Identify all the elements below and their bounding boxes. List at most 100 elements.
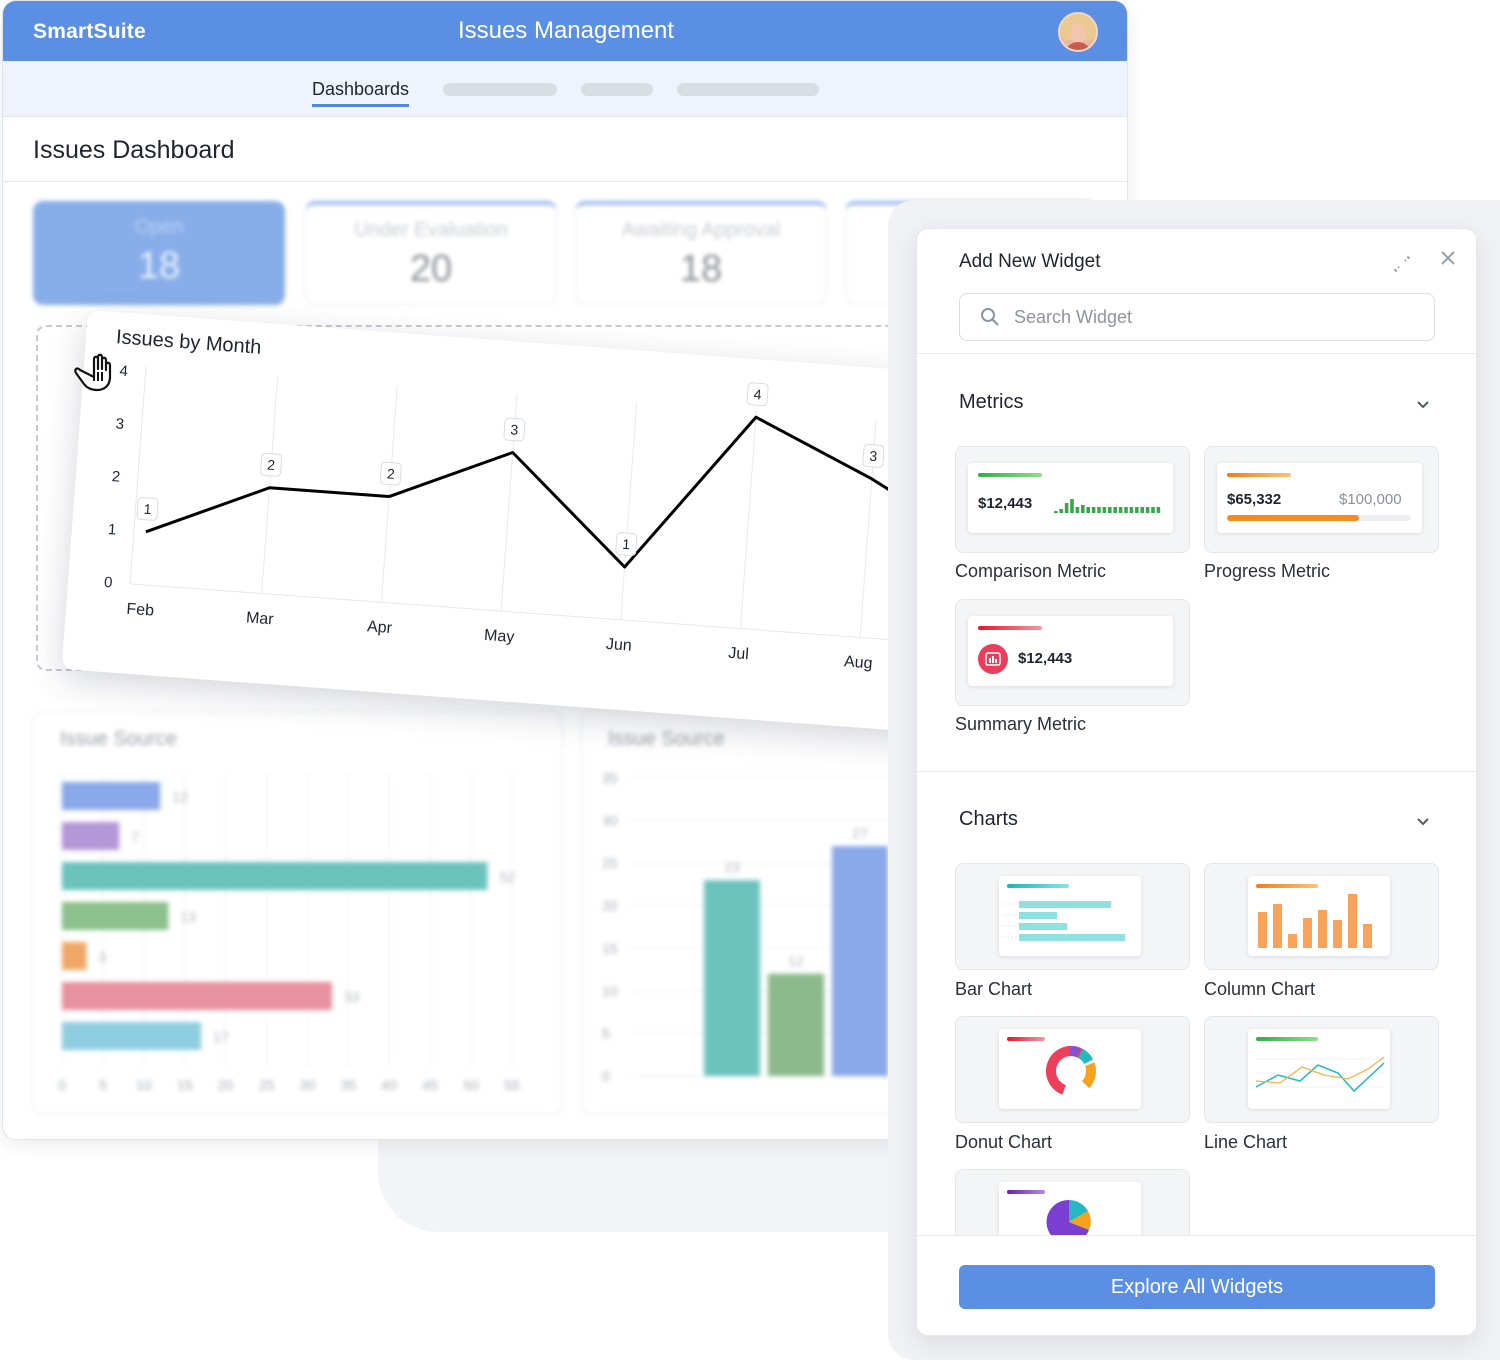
widget-tile-summary-metric[interactable]: $12,443 xyxy=(955,599,1190,706)
x-tick-label: 35 xyxy=(341,1077,357,1093)
widget-preview xyxy=(1248,1029,1390,1109)
sparkline-bar xyxy=(1081,505,1085,513)
hand-drag-icon xyxy=(70,348,118,401)
pie-chart-thumbnail xyxy=(1046,1199,1091,1244)
stat-card-awaiting-approval[interactable]: Awaiting Approval 18 xyxy=(575,201,827,305)
grid-line xyxy=(739,411,757,629)
data-label: 3 xyxy=(862,443,885,468)
user-avatar[interactable] xyxy=(1058,12,1098,52)
tab-placeholder[interactable] xyxy=(677,83,819,96)
bar xyxy=(62,822,120,850)
widget-preview: $65,332 $100,000 xyxy=(1217,463,1422,533)
data-label: 23 xyxy=(724,859,740,875)
x-tick-label: 10 xyxy=(136,1077,152,1093)
x-axis xyxy=(130,583,966,646)
data-label: 33 xyxy=(344,989,360,1005)
section-title-charts[interactable]: Charts xyxy=(959,808,1018,830)
x-tick-label: 50 xyxy=(463,1077,479,1093)
y-tick-label: 3 xyxy=(115,415,125,433)
y-tick-label: 20 xyxy=(602,898,618,914)
app-title: Issues Management xyxy=(457,17,675,44)
data-label: 3 xyxy=(503,417,526,442)
sub-navigation: Dashboards xyxy=(3,61,1127,117)
issue-source-bar-widget[interactable]: Issue Source 0 5 10 15 20 25 30 35 40 45 50 55 12 7 52… xyxy=(33,711,563,1115)
widget-label: Line Chart xyxy=(1204,1132,1288,1152)
sparkline-bar xyxy=(1113,507,1117,513)
data-label: 27 xyxy=(852,825,868,841)
widget-tile-comparison-metric[interactable]: $12,443 xyxy=(955,446,1190,553)
widget-preview xyxy=(1248,876,1390,956)
y-tick-label: 10 xyxy=(602,983,618,999)
grid-line xyxy=(261,376,279,594)
widget-preview xyxy=(999,1029,1141,1109)
stat-card-open[interactable]: Open 18 xyxy=(33,201,285,305)
data-label-text: 4 xyxy=(753,386,762,403)
data-label: 13 xyxy=(180,909,196,925)
data-label-box xyxy=(260,452,283,477)
top-bar: SmartSuite Issues Management xyxy=(3,1,1127,61)
x-tick-label: Apr xyxy=(366,618,393,637)
widget-preview: $12,443 xyxy=(968,463,1173,533)
bar xyxy=(62,942,87,970)
y-tick-label: 4 xyxy=(119,363,129,381)
widget-tile-column-chart[interactable] xyxy=(1204,863,1439,970)
expand-icon[interactable] xyxy=(1391,253,1413,275)
search-widget-field[interactable] xyxy=(959,293,1435,341)
sparkline-bar xyxy=(1151,507,1155,513)
chevron-down-icon[interactable] xyxy=(1415,397,1431,413)
data-label: 12 xyxy=(788,953,804,969)
metric-value: $12,443 xyxy=(978,495,1033,512)
y-tick-label: 1 xyxy=(107,521,117,539)
y-tick-label: 30 xyxy=(602,813,618,829)
widget-tile-bar-chart[interactable] xyxy=(955,863,1190,970)
sparkline-bar xyxy=(1086,507,1090,513)
explore-all-widgets-button[interactable]: Explore All Widgets xyxy=(959,1265,1435,1309)
tab-dashboards[interactable]: Dashboards xyxy=(312,79,410,107)
data-label-text: 2 xyxy=(386,465,395,482)
bar xyxy=(704,880,760,1076)
x-tick-label: May xyxy=(483,627,514,646)
grid-line xyxy=(620,402,638,620)
widget-label: Bar Chart xyxy=(955,979,1033,999)
y-tick-label: 35 xyxy=(602,770,618,786)
widget-title: Issue Source xyxy=(60,728,177,750)
sparkline-bar xyxy=(1102,507,1107,513)
bar xyxy=(62,902,169,930)
stat-value: 18 xyxy=(137,245,181,287)
data-label-text: 2 xyxy=(267,457,276,474)
progress-track xyxy=(1227,515,1411,521)
chevron-down-icon[interactable] xyxy=(1415,814,1431,830)
stat-value: 18 xyxy=(679,248,723,290)
widget-preview xyxy=(999,876,1141,956)
sparkline-bar xyxy=(1064,503,1069,513)
sparkline-bar xyxy=(1140,507,1144,513)
close-icon[interactable] xyxy=(1437,249,1459,271)
stat-card-under-evaluation[interactable]: Under Evaluation 20 xyxy=(305,201,557,305)
data-label-text: 1 xyxy=(622,536,631,553)
widget-tile-line-chart[interactable] xyxy=(1204,1016,1439,1123)
tab-placeholder[interactable] xyxy=(443,83,557,96)
tab-placeholder[interactable] xyxy=(581,83,653,96)
brand-logo[interactable]: SmartSuite xyxy=(33,20,146,43)
widget-tile-donut-chart[interactable] xyxy=(955,1016,1190,1123)
x-tick-label: Aug xyxy=(843,653,873,672)
widget-tile-progress-metric[interactable]: $65,332 $100,000 xyxy=(1204,446,1439,553)
section-title-metrics[interactable]: Metrics xyxy=(959,391,1024,413)
y-axis xyxy=(129,366,147,584)
search-icon xyxy=(980,307,1000,332)
page-title: Issues Dashboard xyxy=(33,136,235,164)
sparkline-bar xyxy=(1118,507,1123,513)
data-label-box xyxy=(746,382,769,407)
bar xyxy=(62,982,332,1010)
bar-chart-thumbnail xyxy=(1003,901,1125,941)
divider xyxy=(3,181,1127,182)
data-label-box xyxy=(503,417,526,442)
data-label: 1 xyxy=(615,532,638,556)
widget-label: Progress Metric xyxy=(1204,561,1331,581)
search-widget-input[interactable] xyxy=(1014,304,1414,330)
bar xyxy=(768,973,824,1076)
bar xyxy=(832,846,888,1076)
issues-by-month-widget[interactable]: Issues by Month 0 1 2 3 4 Feb Mar Apr May Jun Jul A… xyxy=(61,310,1046,740)
x-tick-label: 45 xyxy=(422,1077,438,1093)
stat-label: Under Evaluation xyxy=(354,219,508,241)
